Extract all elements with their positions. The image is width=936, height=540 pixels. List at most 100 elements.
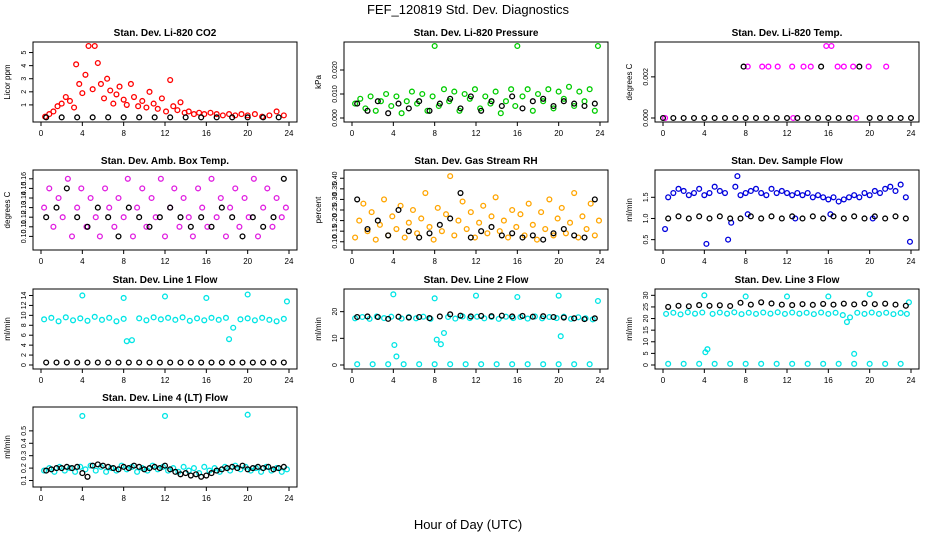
data-point — [457, 105, 464, 112]
data-point — [157, 175, 164, 182]
data-point — [846, 314, 854, 321]
data-point — [374, 313, 381, 321]
data-point — [85, 42, 92, 50]
data-point — [517, 211, 524, 218]
data-point — [467, 93, 474, 100]
data-point — [820, 194, 827, 201]
data-point — [747, 187, 754, 194]
data-point — [192, 471, 200, 478]
data-point — [124, 175, 131, 182]
y-tick-label: 0.3 — [21, 451, 28, 461]
data-point — [161, 462, 169, 469]
y-tick-label: 25 — [643, 303, 650, 311]
data-point — [383, 90, 390, 98]
data-point — [760, 309, 767, 316]
data-point — [115, 359, 122, 366]
data-series — [43, 359, 287, 366]
data-point — [789, 63, 796, 70]
data-point — [146, 88, 153, 95]
y-tick-label: 14 — [21, 291, 28, 299]
y-tick-label: 6 — [21, 333, 28, 337]
data-point — [249, 359, 256, 366]
data-point — [835, 360, 842, 367]
data-point — [581, 234, 588, 241]
data-point — [725, 236, 732, 243]
data-point — [364, 107, 371, 114]
data-point — [74, 204, 81, 211]
data-point — [369, 361, 376, 368]
data-point — [897, 360, 904, 367]
panel-title: Stan. Dev. Li-820 Temp. — [732, 28, 843, 39]
data-point — [467, 313, 474, 320]
data-point — [422, 190, 429, 197]
x-tick-label: 4 — [391, 376, 396, 385]
data-point — [53, 359, 60, 366]
data-point — [709, 310, 716, 317]
data-point — [230, 324, 237, 331]
data-point — [110, 100, 117, 107]
data-point — [843, 318, 850, 326]
panel-title: Stan. Dev. Gas Stream RH — [414, 156, 537, 167]
data-point — [442, 211, 450, 218]
data-point — [127, 80, 134, 88]
data-point — [251, 317, 258, 324]
data-point — [752, 310, 760, 317]
data-point — [273, 194, 280, 202]
x-tick-label: 16 — [824, 129, 833, 138]
data-point — [861, 215, 868, 222]
data-point — [59, 214, 66, 221]
x-tick-label: 20 — [865, 129, 874, 138]
data-point — [897, 114, 904, 122]
data-point — [136, 214, 143, 221]
data-point — [665, 303, 672, 310]
data-point — [108, 465, 115, 472]
data-point — [431, 295, 438, 302]
x-tick-label: 0 — [39, 257, 44, 266]
data-point — [165, 314, 172, 321]
data-point — [529, 221, 536, 228]
data-point — [512, 102, 519, 110]
data-point — [270, 214, 277, 221]
data-point — [426, 107, 433, 114]
data-point — [405, 228, 412, 235]
data-point — [680, 114, 687, 122]
y-tick-label: 3 — [21, 77, 28, 81]
plot-frame — [654, 169, 920, 251]
y-tick-label: 4 — [21, 343, 28, 347]
data-point — [783, 190, 791, 197]
x-tick-label: 12 — [161, 257, 170, 266]
x-axis-title: Hour of Day (UTC) — [413, 517, 523, 532]
data-point — [354, 196, 361, 203]
data-point — [413, 315, 420, 322]
data-point — [810, 311, 817, 318]
data-point — [478, 361, 485, 368]
data-point — [519, 312, 526, 319]
data-point — [182, 470, 189, 477]
data-point — [167, 359, 174, 366]
data-point — [143, 223, 150, 230]
data-point — [187, 223, 194, 230]
data-point — [97, 80, 104, 88]
data-point — [685, 192, 692, 199]
data-point — [152, 214, 159, 221]
data-point — [892, 301, 899, 308]
x-tick-label: 16 — [513, 257, 522, 266]
chart-panel: Stan. Dev. Amb. Box Temp. degrees C 0 4 8 12 1… — [3, 156, 298, 266]
data-point — [765, 63, 772, 70]
panel-title: Stan. Dev. Line 4 (LT) Flow — [102, 393, 228, 404]
data-point — [162, 108, 170, 115]
data-point — [768, 213, 775, 220]
data-series — [352, 173, 603, 243]
y-tick-label: 0.000 — [332, 109, 339, 127]
data-point — [540, 98, 547, 105]
data-point — [239, 462, 246, 469]
data-point — [519, 234, 526, 241]
data-point — [82, 466, 89, 473]
data-point — [244, 411, 251, 418]
data-point — [519, 105, 526, 112]
data-point — [504, 234, 512, 241]
data-point — [208, 470, 215, 477]
data-point — [146, 223, 153, 230]
data-point — [557, 333, 564, 340]
